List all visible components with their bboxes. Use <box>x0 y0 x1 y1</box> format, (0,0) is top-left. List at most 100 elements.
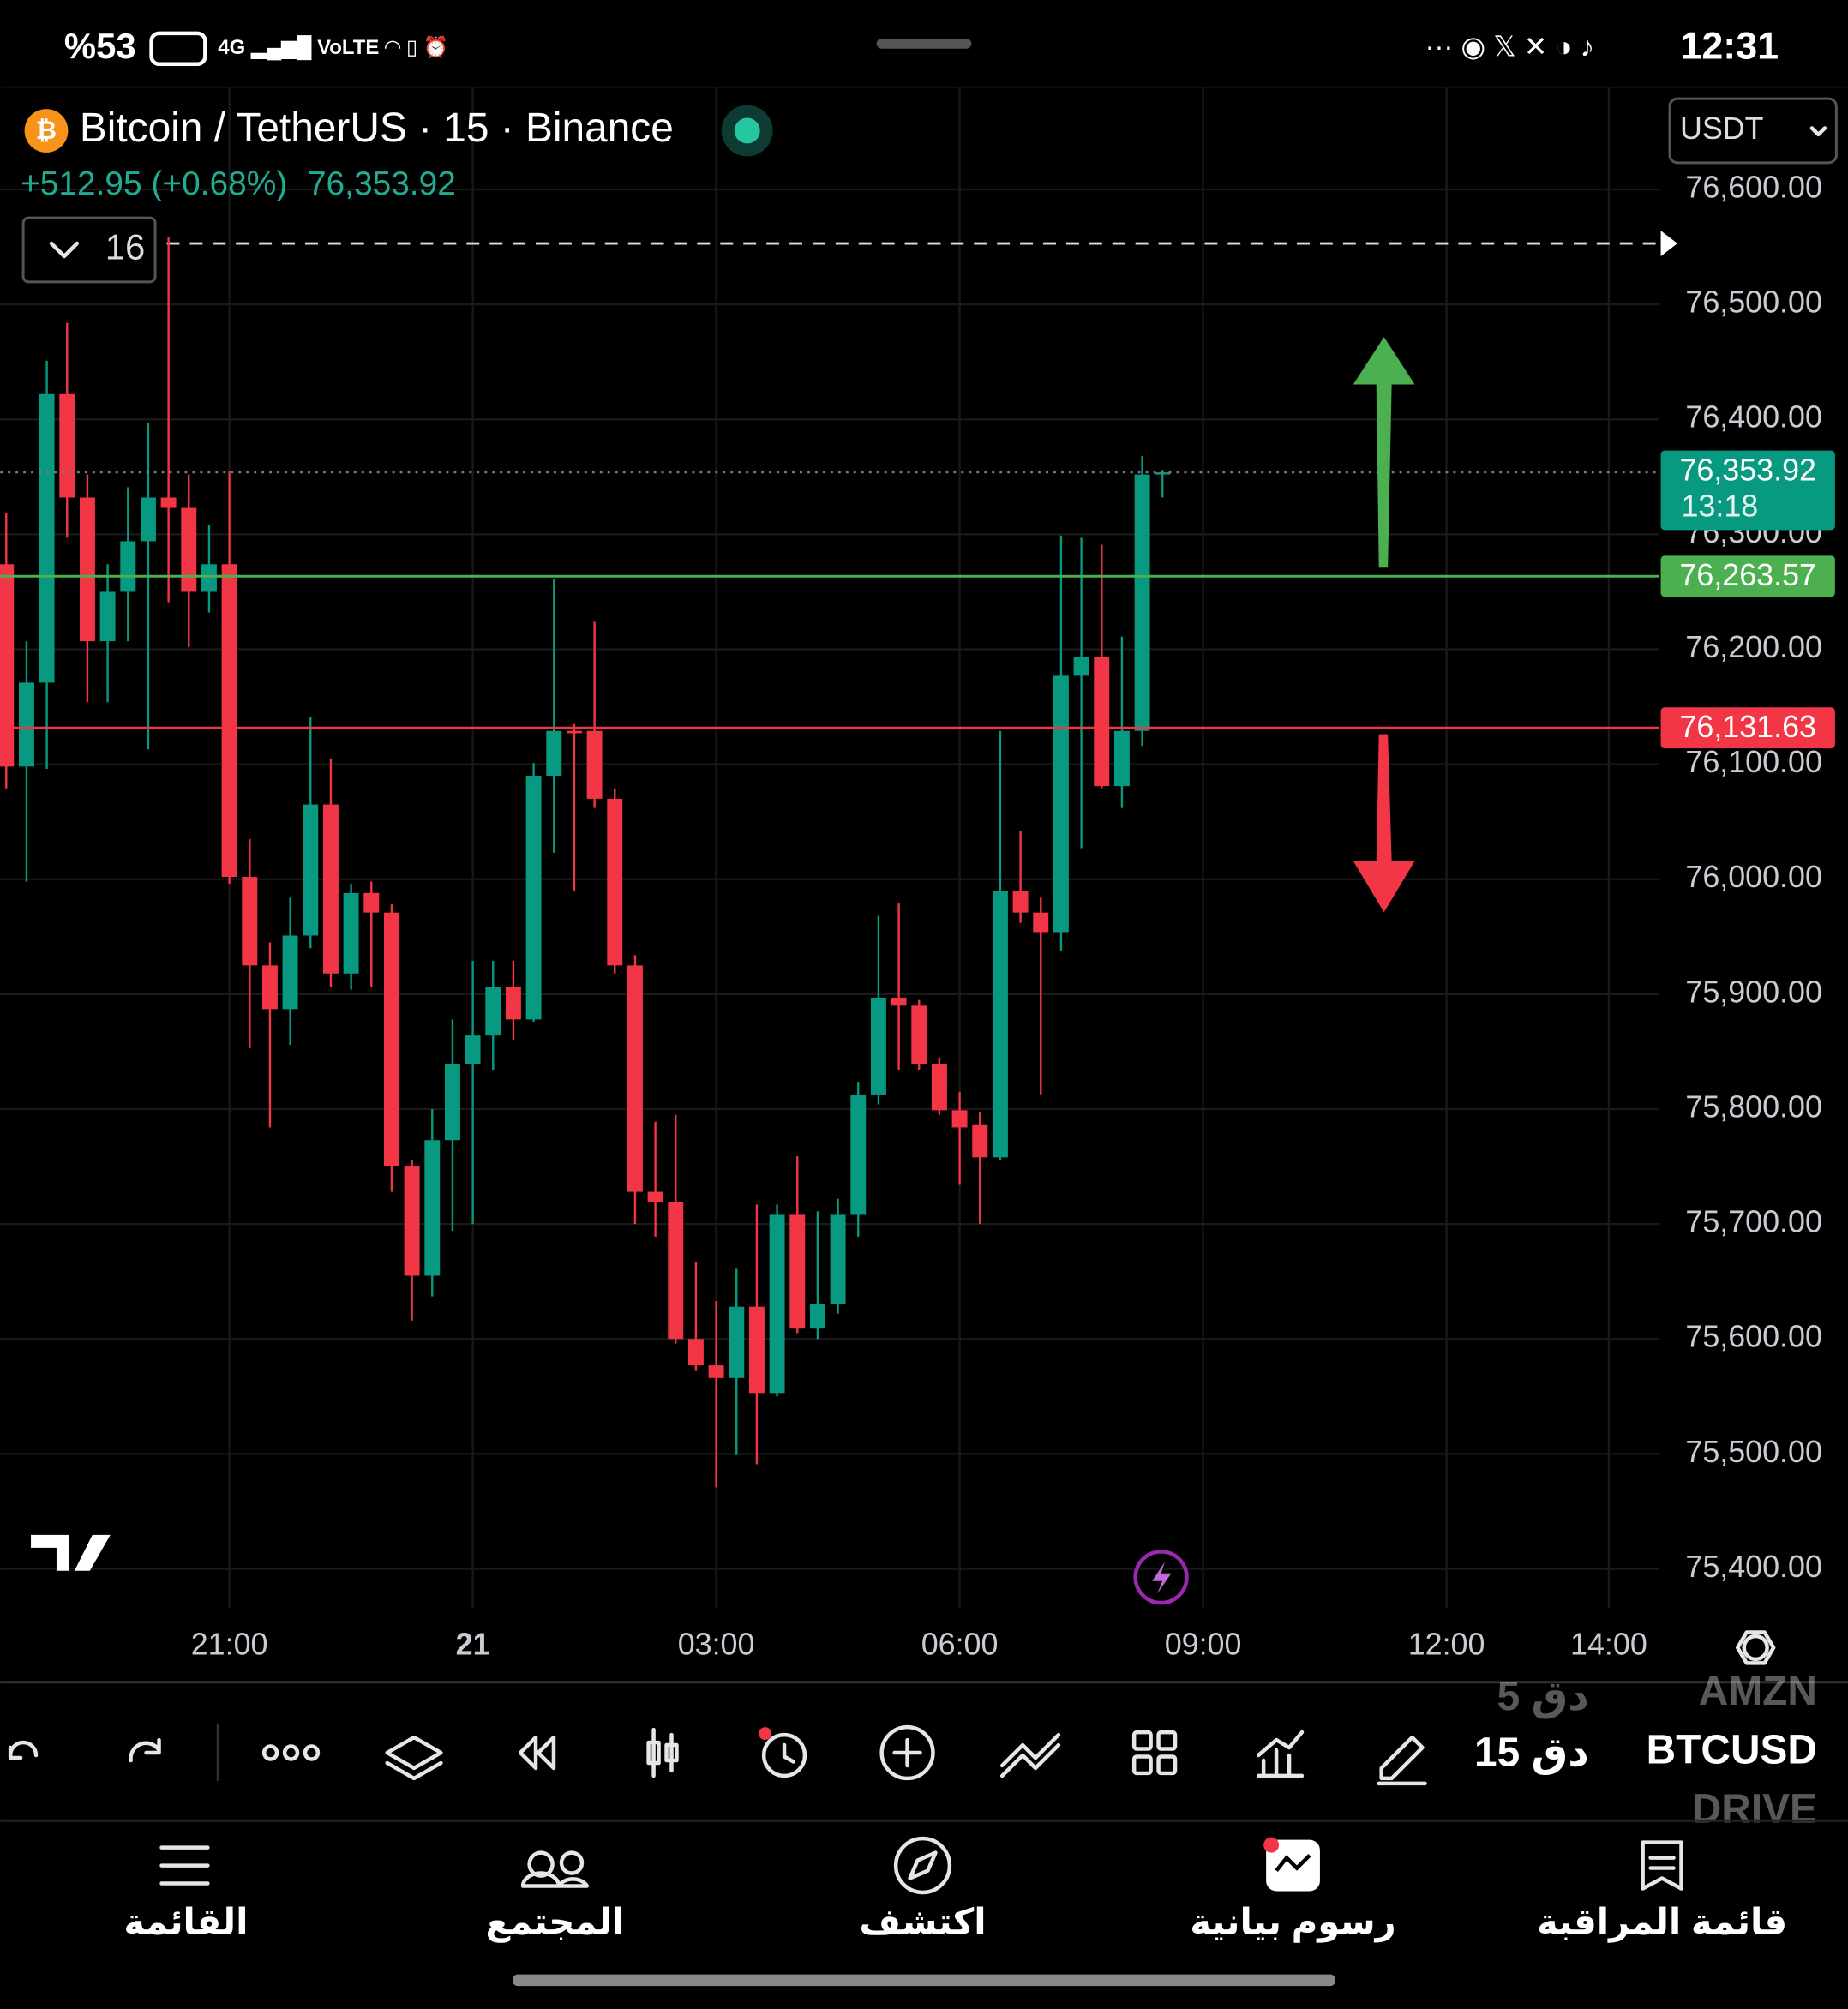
symbol-option[interactable]: AMZN <box>1699 1669 1817 1714</box>
candle-body <box>708 1365 724 1378</box>
candle-body <box>1073 657 1089 676</box>
y-tick-label: 75,900.00 <box>1685 975 1822 1009</box>
candle-body <box>444 1064 460 1141</box>
candle-body <box>1094 657 1110 787</box>
candle-body <box>911 1005 927 1064</box>
currency-select[interactable] <box>1668 97 1838 165</box>
x-tick-label: 06:00 <box>921 1627 999 1661</box>
candle-body <box>789 1214 806 1329</box>
candle-body <box>505 987 521 1020</box>
nav-label[interactable]: اكتشف <box>859 1901 986 1941</box>
add[interactable] <box>879 1724 935 1781</box>
price-level-tag <box>1660 707 1835 749</box>
y-tick-label: 75,700.00 <box>1685 1205 1822 1239</box>
symbol-picker[interactable]: AMZN BTCUSD DRIVE 5 دق 15 دق <box>1474 1669 1817 1832</box>
candle-body <box>160 497 177 508</box>
alert[interactable] <box>761 1732 807 1778</box>
symbol-option[interactable]: BTCUSD <box>1647 1728 1817 1773</box>
x-tick-label: 03:00 <box>678 1627 755 1661</box>
more[interactable] <box>261 1744 321 1761</box>
watchlist-icon <box>1641 1840 1683 1891</box>
notif-icons: ··· ◉ 𝕏 ✕ ◑ ♪ <box>1425 30 1595 62</box>
currency: USDT <box>1680 111 1764 146</box>
replay[interactable] <box>518 1735 556 1771</box>
symbol-title[interactable]: Bitcoin / TetherUS · 15 · Binance <box>80 105 674 151</box>
btc-glyph: ₿ <box>36 117 57 145</box>
candle-body <box>282 935 298 1010</box>
interval-option[interactable]: 5 دق <box>1497 1674 1589 1719</box>
nav-label[interactable]: قائمة المراقبة <box>1537 1901 1787 1943</box>
y-tick-label: 75,800.00 <box>1685 1089 1822 1124</box>
candle-body <box>1033 912 1049 933</box>
candle-body <box>1134 474 1150 731</box>
undo[interactable] <box>8 1740 39 1760</box>
flash-button[interactable] <box>1133 1550 1189 1605</box>
candle-body <box>39 393 55 683</box>
price-level-tag <box>1660 555 1835 597</box>
candle-body <box>242 877 258 966</box>
nav-label[interactable]: المجتمع <box>485 1901 624 1943</box>
candle-body <box>830 1214 846 1305</box>
nav-label[interactable]: القائمة <box>123 1901 248 1941</box>
compass <box>908 1850 938 1880</box>
y-tick-label: 76,400.00 <box>1685 400 1822 435</box>
y-tick-label: 76,000.00 <box>1685 860 1822 894</box>
layers[interactable] <box>385 1735 443 1781</box>
alert-hand <box>782 1742 795 1764</box>
candle-body <box>992 891 1008 1158</box>
candle-body <box>322 804 339 974</box>
candle-body <box>18 682 34 767</box>
last-price-label: 76,353.92 <box>1679 453 1816 488</box>
last-price-tag <box>1660 450 1835 531</box>
templates[interactable] <box>1131 1730 1178 1776</box>
y-tick-label: 76,100.00 <box>1685 745 1822 779</box>
candle-body <box>870 997 886 1095</box>
candle-body <box>59 393 75 498</box>
bottom-nav: القائمة المجتمع اكتشف رسوم بيانية قائمة المر… <box>123 1901 1787 1943</box>
candle-body <box>79 497 95 642</box>
indicators[interactable] <box>999 1732 1061 1778</box>
indicator-toggle[interactable] <box>21 216 157 284</box>
down-arrow <box>1353 734 1415 913</box>
flash-icon <box>1152 1562 1172 1594</box>
candles-type[interactable] <box>646 1727 679 1778</box>
candle-body <box>546 730 562 777</box>
y-tick-label: 76,200.00 <box>1685 630 1822 664</box>
candle-body <box>1155 472 1171 475</box>
candle-body <box>343 892 359 974</box>
y-tick-label: 76,500.00 <box>1685 285 1822 320</box>
candle-body <box>972 1124 988 1158</box>
clock: 12:31 <box>1680 24 1779 68</box>
chevron <box>49 241 80 259</box>
change: +512.95 (+0.68%) <box>21 165 287 202</box>
candle-body <box>0 564 15 767</box>
menu-icon <box>159 1845 210 1886</box>
symbol-option[interactable]: DRIVE <box>1692 1786 1817 1832</box>
settings-icon[interactable] <box>1742 1634 1769 1662</box>
candle-body <box>687 1339 704 1366</box>
up-arrow <box>1353 337 1415 568</box>
header: ₿ Bitcoin / TetherUS · 15 · Binance +512… <box>21 97 1838 284</box>
candle-body <box>181 507 197 592</box>
charts-line <box>1275 1854 1311 1872</box>
candle-body <box>363 892 380 913</box>
battery: %53 <box>64 26 136 66</box>
financials[interactable] <box>1256 1730 1305 1778</box>
y-tick-label: 75,400.00 <box>1685 1550 1822 1584</box>
settings-hex <box>1736 1630 1776 1665</box>
draw[interactable] <box>1377 1735 1427 1786</box>
candle-body <box>383 912 399 1167</box>
tv-logo <box>31 1534 111 1571</box>
drawings <box>31 337 1776 1665</box>
x-tick-label: 21:00 <box>191 1627 268 1661</box>
nav-label[interactable]: رسوم بيانية <box>1190 1901 1395 1943</box>
x-tick-label: 14:00 <box>1570 1627 1647 1661</box>
interval-option[interactable]: 15 دق <box>1474 1730 1589 1776</box>
x-tick-label: 21 <box>456 1627 490 1661</box>
candle-body <box>261 965 278 1010</box>
redo[interactable] <box>129 1737 161 1763</box>
candle-body <box>1113 730 1130 787</box>
candle-body <box>465 1035 481 1064</box>
